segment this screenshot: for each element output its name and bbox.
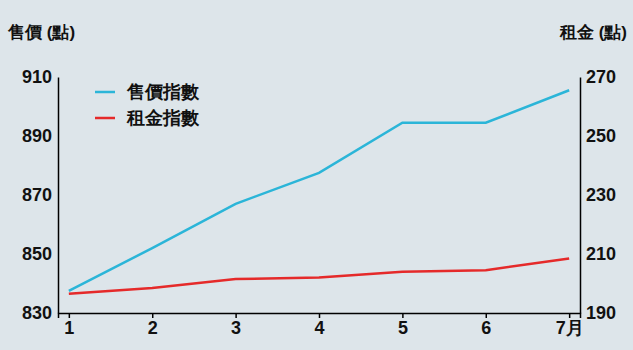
tick-label: 4 xyxy=(314,318,324,338)
tick-label: 890 xyxy=(22,126,52,146)
tick-label: 210 xyxy=(586,244,616,264)
tick-label: 2 xyxy=(148,318,158,338)
legend-label: 售價指數 xyxy=(126,82,200,102)
legend-swatch xyxy=(95,117,115,120)
tick-label: 850 xyxy=(22,244,52,264)
tick-label: 910 xyxy=(22,67,52,87)
tick: 230 xyxy=(580,185,616,205)
tick-label: 270 xyxy=(586,67,616,87)
tick: 890 xyxy=(22,126,58,146)
tick: 870 xyxy=(22,185,58,205)
tick: 250 xyxy=(580,126,616,146)
tick: 5 xyxy=(398,313,408,338)
tick-label: 190 xyxy=(586,303,616,323)
tick: 210 xyxy=(580,244,616,264)
y-axis-line xyxy=(58,78,60,314)
y-axis: 830 850 870 890 910 xyxy=(22,67,59,323)
tick-label: 870 xyxy=(22,185,52,205)
chart: 830 850 870 890 910 190 210 230 250 270 1 2 3 4 5 6 7月 售價… xyxy=(0,0,633,350)
tick-label: 5 xyxy=(398,318,408,338)
tick: 3 xyxy=(231,313,241,338)
tick: 850 xyxy=(22,244,58,264)
tick-label: 7月 xyxy=(556,318,584,338)
tick-label: 230 xyxy=(586,185,616,205)
y2-axis-line xyxy=(580,78,582,314)
legend: 售價指數租金指數 xyxy=(95,82,200,128)
legend-label: 租金指數 xyxy=(126,108,200,128)
line xyxy=(69,258,569,293)
tick: 1 xyxy=(64,313,74,338)
x-axis: 1 2 3 4 5 6 7月 xyxy=(59,313,584,338)
tick: 910 xyxy=(22,67,58,87)
legend-swatch xyxy=(95,91,115,94)
plot-area xyxy=(69,90,569,294)
line xyxy=(69,90,569,291)
tick: 2 xyxy=(148,313,158,338)
tick-label: 830 xyxy=(22,303,52,323)
y-axis-title: 售價 (點) xyxy=(7,23,75,42)
y2-axis: 190 210 230 250 270 xyxy=(580,67,616,323)
background xyxy=(0,0,633,350)
tick-label: 250 xyxy=(586,126,616,146)
tick: 6 xyxy=(481,313,491,338)
tick: 190 xyxy=(580,303,616,323)
tick: 270 xyxy=(580,67,616,87)
tick-label: 3 xyxy=(231,318,241,338)
tick: 7月 xyxy=(556,313,584,338)
tick: 4 xyxy=(314,313,324,338)
tick-label: 1 xyxy=(64,318,74,338)
y2-axis-title: 租金 (點) xyxy=(559,23,627,42)
tick: 830 xyxy=(22,303,58,323)
tick-label: 6 xyxy=(481,318,491,338)
